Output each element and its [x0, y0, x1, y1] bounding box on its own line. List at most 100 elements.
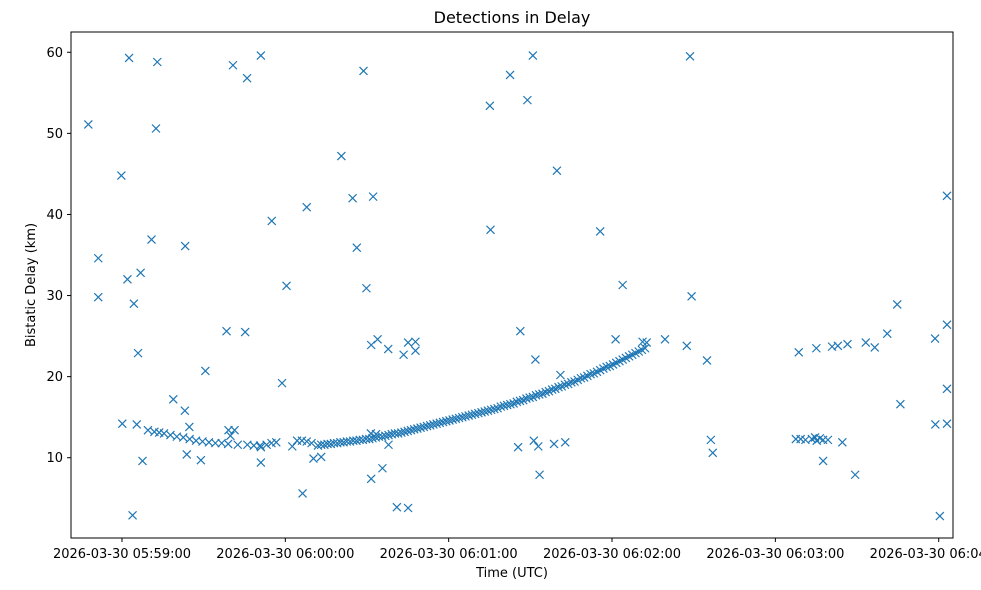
data-point-128: [307, 438, 316, 448]
data-point-14: [180, 241, 190, 251]
data-point-87: [833, 341, 843, 351]
data-point-78: [687, 291, 697, 301]
x-axis-label: Time (UTC): [475, 566, 548, 581]
data-point-79: [685, 51, 695, 61]
data-point-19: [128, 510, 138, 520]
data-point-131: [230, 425, 239, 435]
data-point-3: [228, 60, 238, 70]
data-point-110: [185, 434, 195, 444]
data-point-166: [425, 420, 435, 430]
data-point-206: [554, 382, 563, 392]
data-point-24: [184, 422, 194, 432]
data-point-194: [515, 396, 525, 406]
data-point-98: [930, 334, 940, 343]
y-tick-label-0: 10: [46, 451, 63, 466]
data-point-152: [380, 431, 390, 441]
data-point-64: [533, 441, 543, 451]
data-point-88: [843, 339, 852, 349]
data-point-199: [531, 390, 541, 400]
data-point-130: [225, 431, 235, 441]
data-point-23: [182, 450, 192, 459]
data-point-55: [399, 350, 409, 360]
data-point-61: [529, 436, 539, 446]
data-point-54: [411, 346, 420, 356]
x-tick-label-1: 2026-03-30 06:00:00: [216, 547, 354, 562]
data-point-200: [534, 390, 544, 399]
data-point-53: [411, 337, 420, 347]
data-point-107: [166, 430, 175, 440]
data-point-49: [384, 440, 393, 450]
data-point-90: [870, 343, 880, 352]
data-point-97: [935, 511, 945, 521]
data-point-186: [489, 404, 499, 414]
data-point-5: [256, 51, 266, 60]
data-point-83: [794, 347, 804, 357]
data-point-196: [522, 394, 531, 403]
data-point-182: [477, 407, 486, 417]
data-point-43: [368, 192, 378, 202]
data-point-189: [499, 401, 509, 411]
data-point-124: [287, 441, 297, 451]
data-point-185: [486, 405, 496, 415]
data-point-17: [117, 419, 127, 429]
data-point-235: [371, 429, 381, 439]
data-point-71: [595, 227, 605, 236]
data-point-127: [302, 437, 312, 446]
y-axis-label: Bistatic Delay (km): [24, 223, 39, 347]
data-point-102: [942, 384, 952, 394]
x-axis-ticks: 2026-03-30 05:59:00 2026-03-30 06:00:00 20…: [53, 538, 981, 562]
data-point-28: [256, 458, 266, 468]
x-tick-label-2: 2026-03-30 06:01:00: [380, 547, 518, 562]
data-point-160: [406, 425, 416, 435]
data-point-41: [359, 66, 368, 76]
data-point-210: [566, 377, 576, 387]
data-point-29: [222, 326, 231, 336]
data-point-56: [485, 101, 495, 111]
data-point-12: [151, 124, 161, 133]
data-point-34: [298, 488, 307, 498]
data-point-36: [316, 452, 326, 462]
data-point-167: [428, 420, 438, 429]
y-tick-label-5: 60: [46, 46, 63, 61]
data-point-16: [200, 366, 210, 376]
data-point-48: [378, 463, 387, 473]
data-point-93: [895, 399, 905, 409]
data-point-216: [586, 369, 596, 379]
data-point-151: [377, 432, 387, 442]
data-point-91: [882, 329, 892, 339]
data-point-45: [373, 334, 383, 344]
data-point-27: [256, 442, 266, 452]
data-point-180: [470, 409, 480, 419]
data-point-89: [861, 338, 871, 347]
data-point-4: [242, 73, 252, 83]
data-point-39: [348, 193, 358, 203]
data-point-100: [942, 191, 952, 201]
data-point-40: [352, 243, 362, 253]
x-tick-label-3: 2026-03-30 06:02:00: [543, 547, 681, 562]
data-point-161: [409, 424, 419, 434]
x-tick-label-0: 2026-03-30 05:59:00: [53, 547, 191, 562]
data-point-1: [124, 53, 134, 63]
data-point-13: [136, 268, 146, 278]
data-point-67: [552, 166, 562, 176]
data-point-156: [393, 428, 403, 438]
data-point-101: [942, 419, 952, 429]
data-point-158: [400, 427, 409, 437]
data-point-85: [818, 456, 828, 466]
chart-title: Detections in Delay: [434, 8, 591, 27]
y-axis-ticks: 10 20 30 40 50 60: [46, 46, 71, 466]
data-point-92: [892, 300, 902, 309]
data-point-75: [642, 338, 652, 347]
data-point-66: [522, 95, 532, 105]
data-point-38: [336, 151, 346, 161]
data-point-213: [576, 373, 586, 383]
data-point-9: [93, 292, 103, 302]
data-point-193: [512, 397, 522, 407]
data-point-57: [486, 225, 495, 235]
data-point-208: [560, 380, 570, 390]
data-point-159: [403, 426, 413, 436]
data-point-179: [467, 410, 477, 420]
data-point-62: [530, 355, 540, 365]
